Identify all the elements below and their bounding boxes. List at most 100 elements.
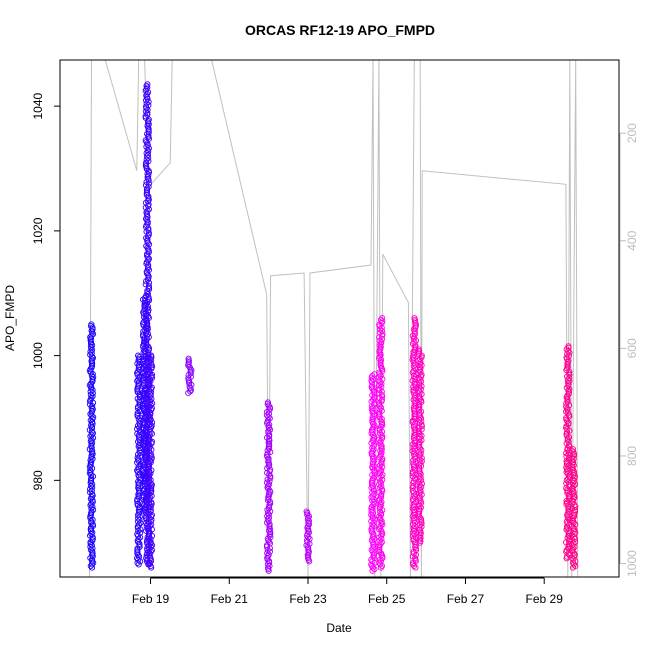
data-point (410, 326, 417, 333)
data-point (263, 408, 270, 416)
data-point (376, 436, 383, 443)
plot-frame (59, 59, 620, 578)
data-point (146, 460, 153, 468)
y-tick-label: 1000 (31, 342, 45, 369)
data-point (415, 357, 422, 364)
data-point (565, 347, 572, 355)
data-point (142, 348, 149, 355)
data-point (147, 355, 154, 362)
data-point (264, 399, 272, 406)
data-point (145, 505, 152, 512)
x-tick-label: Feb 23 (289, 592, 327, 606)
data-point (416, 367, 423, 374)
data-point (563, 547, 570, 554)
data-point (379, 315, 386, 322)
flight-series-6 (185, 355, 195, 397)
data-point (140, 328, 147, 335)
data-point (566, 516, 573, 524)
data-point (137, 529, 144, 536)
data-points-layer (86, 81, 579, 574)
data-point (368, 406, 375, 413)
x-tick-label: Feb 27 (447, 592, 485, 606)
flight-series-9 (368, 371, 378, 574)
y2-tick-label: 400 (625, 230, 639, 250)
data-point (371, 422, 378, 429)
y2-tick-label: 1000 (625, 550, 639, 577)
data-point (378, 486, 385, 493)
data-point (149, 419, 156, 426)
data-point (418, 477, 425, 484)
data-point (411, 318, 419, 325)
flight-series-12 (415, 346, 425, 546)
data-point (377, 316, 385, 323)
data-point (145, 282, 152, 290)
flight-series-5 (145, 352, 156, 571)
data-point (415, 387, 422, 394)
flight-series-1 (86, 321, 97, 571)
data-point (185, 355, 192, 362)
x-tick-label: Feb 21 (211, 592, 249, 606)
data-point (412, 452, 419, 459)
data-point (566, 378, 573, 385)
data-point (565, 343, 572, 350)
y-axis-label: APO_FMPD (3, 285, 17, 351)
data-point (146, 537, 153, 544)
data-point (89, 324, 96, 331)
data-point (379, 318, 386, 325)
flight-series-8 (303, 508, 313, 565)
data-point (264, 513, 271, 520)
y-tick-label: 1020 (31, 217, 45, 244)
data-point (188, 367, 195, 374)
data-point (376, 427, 383, 434)
data-point (142, 470, 149, 477)
data-point (143, 150, 150, 157)
data-point (303, 508, 310, 515)
data-point (89, 473, 97, 480)
data-point (90, 506, 97, 514)
data-point (379, 375, 386, 383)
data-point (415, 346, 422, 353)
data-point (142, 162, 149, 170)
y2-tick-label: 600 (625, 338, 639, 358)
data-point (88, 321, 95, 328)
data-point (417, 504, 424, 511)
data-point (368, 439, 375, 447)
data-point (410, 495, 417, 502)
data-point (418, 421, 425, 428)
axes-layer: Feb 19 Feb 21 Feb 23 Feb 25 Feb 27 Feb 29 980 1… (31, 92, 639, 606)
data-point (416, 485, 423, 492)
data-point (376, 465, 383, 472)
data-point (145, 334, 152, 341)
data-point (87, 410, 94, 418)
data-point (149, 542, 156, 549)
data-point (90, 559, 97, 566)
flight-series-14 (568, 446, 579, 571)
data-point (568, 447, 576, 454)
data-point (144, 81, 151, 88)
data-point (378, 518, 385, 525)
y-tick-label: 1040 (31, 92, 45, 119)
data-point (185, 358, 192, 366)
data-point (134, 467, 141, 474)
x-tick-label: Feb 19 (132, 592, 170, 606)
data-point (418, 483, 425, 490)
y2-tick-label: 200 (625, 123, 639, 143)
flight-series-10 (376, 315, 386, 571)
data-point (418, 362, 425, 369)
data-point (135, 556, 142, 563)
data-point (376, 481, 383, 488)
data-point (418, 371, 425, 378)
data-point (142, 281, 149, 288)
data-point (569, 446, 577, 453)
data-point (145, 379, 152, 386)
data-point (134, 422, 142, 429)
data-point (370, 499, 377, 506)
altitude-trace-line (89, 60, 579, 577)
data-point (135, 352, 142, 359)
data-point (416, 506, 423, 513)
data-point (376, 559, 383, 566)
y2-tick-label: 800 (625, 446, 639, 466)
data-point (418, 397, 425, 404)
x-axis-label: Date (326, 621, 352, 635)
